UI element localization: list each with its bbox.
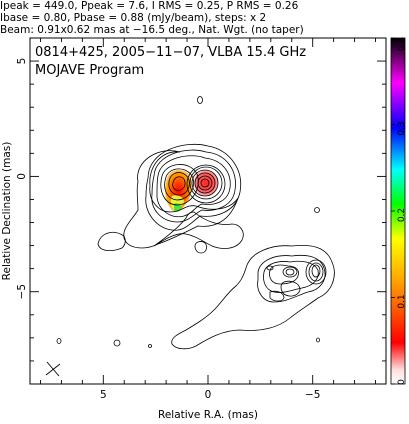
y-axis-label: Relative Declination (mas) <box>1 142 13 281</box>
knot-contour-11 <box>280 280 301 297</box>
header-line-3: Beam: 0.91x0.62 mas at −16.5 deg., Nat. … <box>0 24 304 36</box>
colorbar-tick-label: 0.3 <box>397 121 407 135</box>
plot-subtitle: MOJAVE Program <box>35 63 144 78</box>
jet-contour-3 <box>164 168 194 201</box>
knot-contour-outer <box>171 245 335 350</box>
x-tick-label: −5 <box>305 389 320 401</box>
jet-contour-2 <box>168 172 190 196</box>
outer-contour-4 <box>123 150 239 249</box>
knot-contour-8 <box>282 266 298 278</box>
contours <box>56 96 335 350</box>
axis-ticks <box>30 37 386 385</box>
colorbar-tick-label: 0.4 <box>397 37 407 52</box>
plot-title: 0814+425, 2005−11−07, VLBA 15.4 GHz <box>35 45 306 60</box>
knot-contour-7 <box>311 264 321 278</box>
outer-contour-3 <box>145 143 242 231</box>
header-line-1: Ipeak = 449.0, Ppeak = 7.6, I RMS = 0.25… <box>0 0 299 12</box>
core-contour-5 <box>189 166 223 200</box>
x-axis-label: Relative R.A. (mas) <box>158 409 258 421</box>
knot-contour-2 <box>257 254 326 303</box>
blob-contour-2 <box>314 207 320 213</box>
header-line-2: Ibase = 0.80, Pbase = 0.88 (mJy/beam), s… <box>0 12 266 24</box>
low-level-contour-1 <box>97 231 126 252</box>
colorbar-tick-label: 0.2 <box>397 208 407 222</box>
outer-contour-2 <box>151 149 236 223</box>
knot-contour-5 <box>305 259 327 285</box>
blob-contour-1 <box>197 96 203 104</box>
pol-spot-core <box>194 170 218 196</box>
knot-contour-4 <box>269 264 299 285</box>
low-level-contour-2 <box>153 211 244 249</box>
beam-axis-minor <box>45 363 61 376</box>
blob-contour-4 <box>56 338 62 344</box>
blob-contour-3 <box>113 339 121 347</box>
jet-contour-1 <box>172 176 186 191</box>
core-contour-4 <box>191 169 219 197</box>
knot-contour-12 <box>269 290 285 302</box>
y-tick-label: 5 <box>16 58 28 65</box>
knot-contour-6 <box>308 262 324 282</box>
core-contour-1 <box>200 178 210 188</box>
outer-contour-1 <box>156 155 231 218</box>
axis-tick-labels: 5 0 −5 5 0 −5 <box>16 58 320 401</box>
x-tick-label: 5 <box>100 389 107 401</box>
knot-contour-10 <box>266 265 274 271</box>
y-tick-label: 0 <box>16 173 28 180</box>
jet-contour-4 <box>160 164 199 206</box>
beam-marker <box>45 361 61 377</box>
y-tick-label: −5 <box>16 284 28 299</box>
colorbar-ticks: 0 0.1 0.2 0.3 0.4 <box>391 37 407 385</box>
plot-area <box>30 38 386 384</box>
blob-contour-6 <box>148 344 152 348</box>
colorbar-tick-label: 0 <box>397 379 407 385</box>
low-level-contour-3 <box>194 241 207 254</box>
colorbar-tick-label: 0.1 <box>397 294 407 308</box>
x-tick-label: 0 <box>205 389 212 401</box>
knot-contour-9 <box>285 268 295 276</box>
core-contour-3 <box>194 172 216 194</box>
polarization-overlay <box>165 170 218 213</box>
core-contour-6 <box>186 164 226 204</box>
blob-contour-5 <box>316 337 320 343</box>
